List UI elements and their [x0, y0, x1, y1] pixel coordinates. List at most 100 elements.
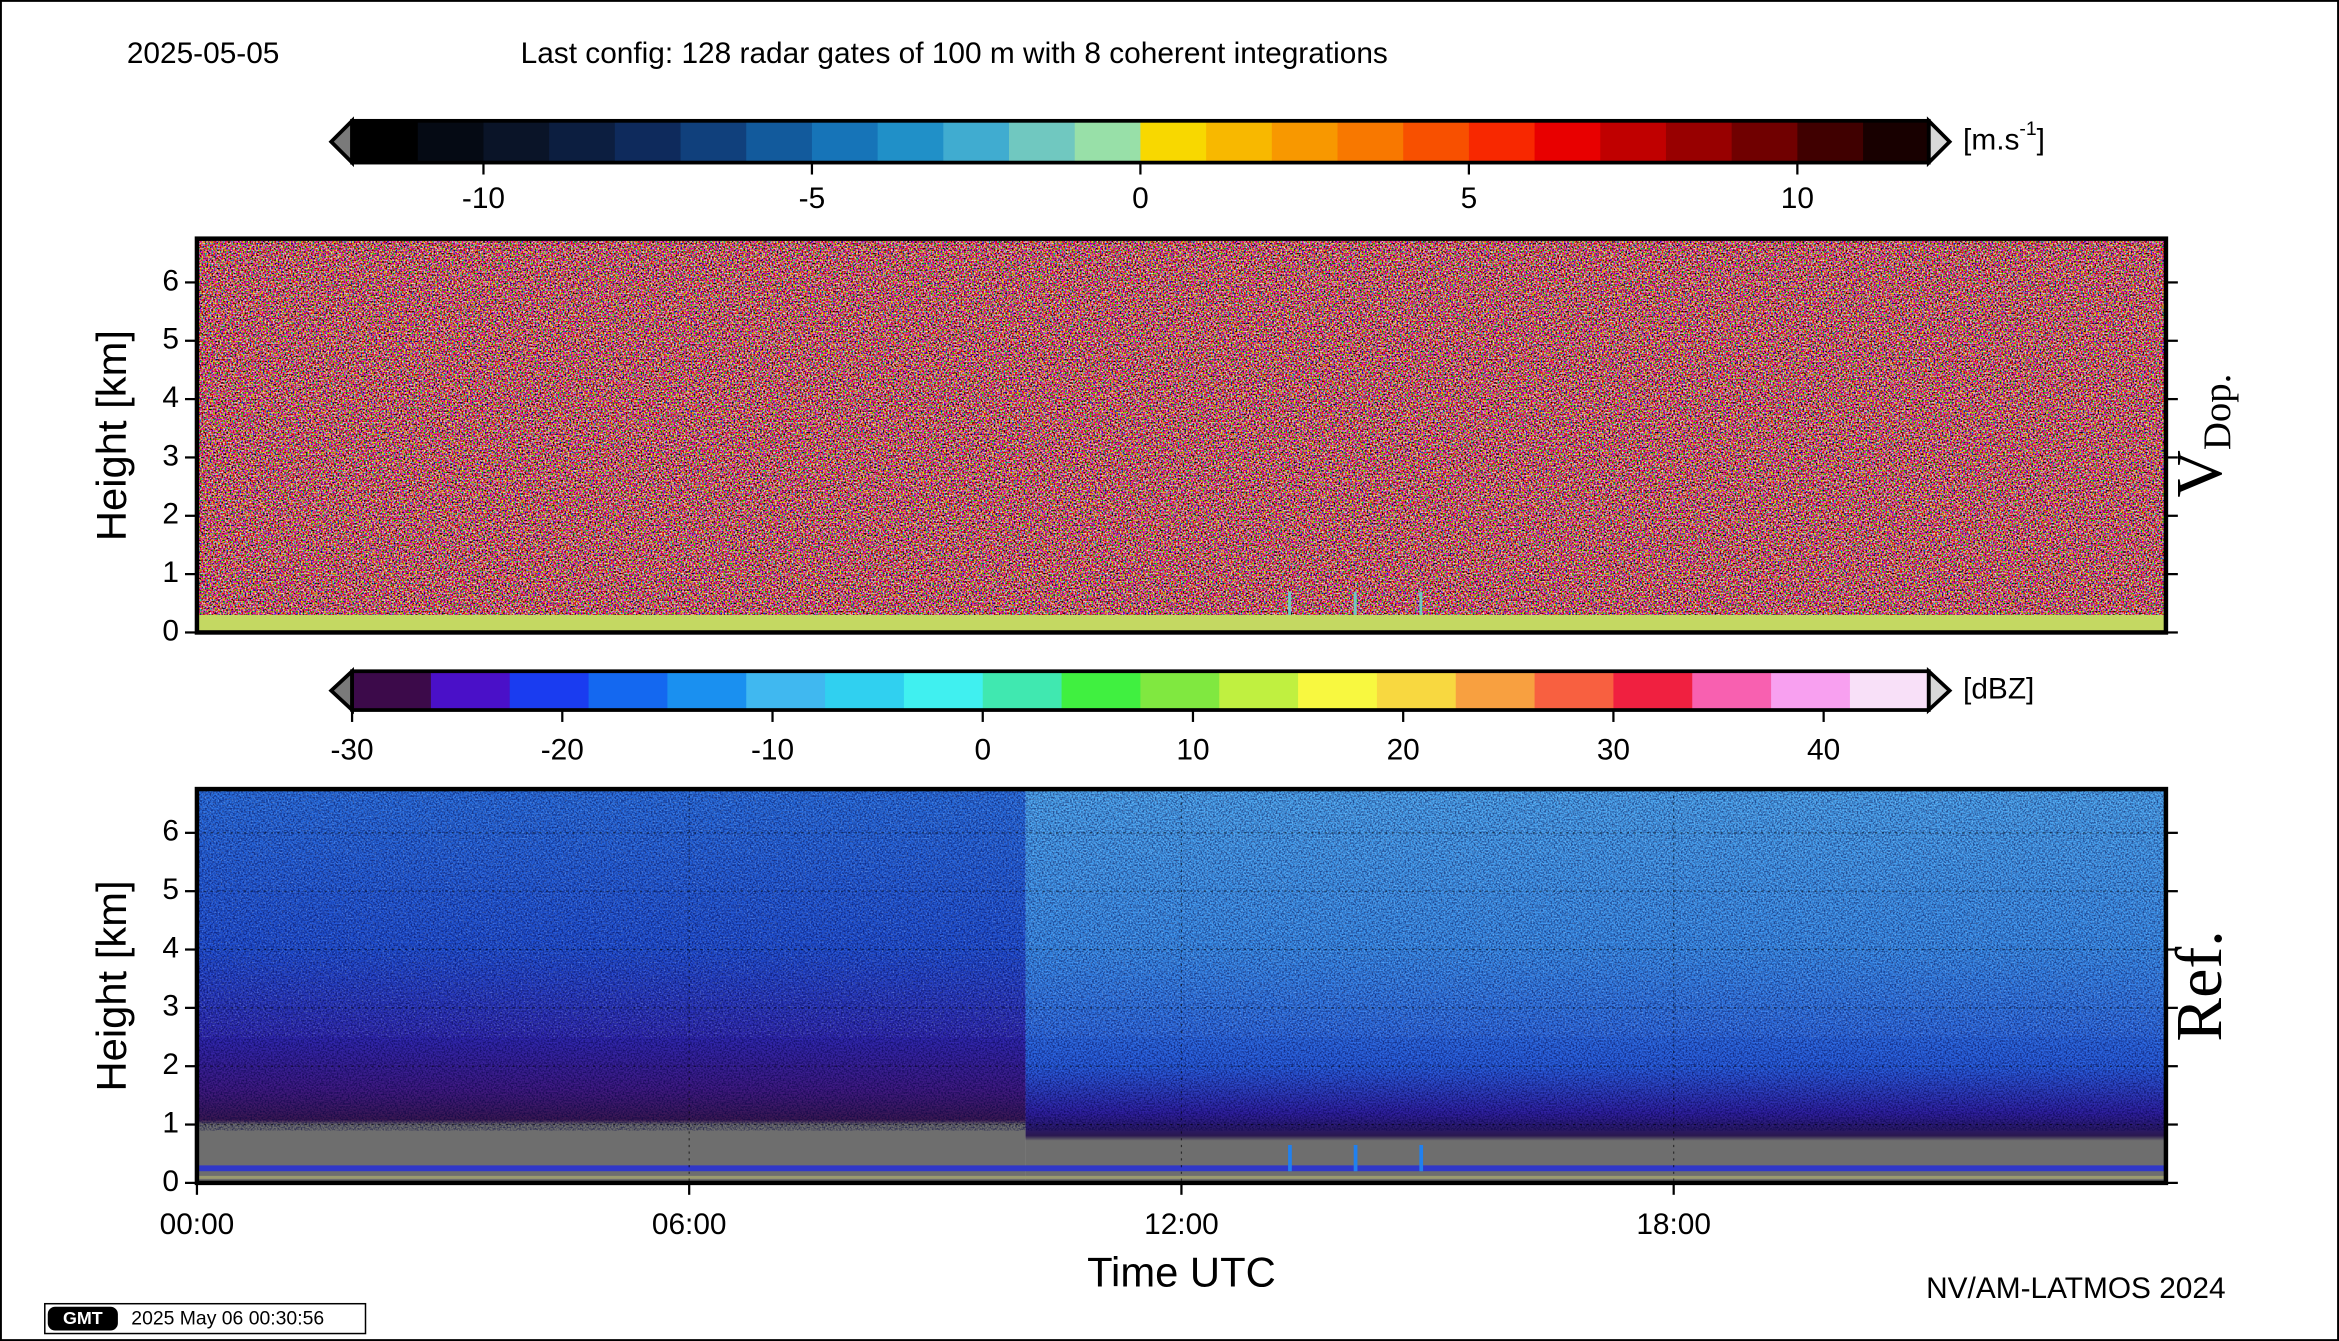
plot-frame: [194, 236, 2169, 635]
colorbar-cell: [614, 120, 682, 163]
colorbar-cell: [982, 671, 1063, 711]
colorbar-cell: [1731, 120, 1798, 163]
colorbar-cell: [1403, 120, 1470, 163]
colorbar-cell: [352, 120, 419, 163]
colorbar-cell: [1797, 120, 1864, 163]
colorbar-cell: [1613, 671, 1693, 711]
y-tick-label: 4: [162, 381, 179, 414]
colorbar-cell: [1771, 671, 1851, 711]
colorbar-cell: [483, 120, 550, 163]
colorbar-cell: [549, 120, 616, 163]
gmt-logo-box: [47, 1306, 118, 1331]
colorbar-cell: [1009, 120, 1076, 163]
colorbar-cell: [1337, 120, 1404, 163]
panel-label-main: Ref.: [2164, 930, 2236, 1041]
echo-streak: [1353, 591, 1357, 615]
colorbar-cell: [825, 671, 905, 711]
echo-streak: [1419, 591, 1423, 615]
colorbar-cell: [746, 671, 826, 711]
gmt-stamp: 2025 May 06 00:30:56: [131, 1307, 324, 1329]
colorbar-cell: [1534, 671, 1615, 711]
x-tick-label: 18:00: [1636, 1208, 1711, 1241]
colorbar-frame: [350, 669, 1931, 712]
y-tick-label: 5: [162, 873, 179, 906]
x-tick-label: 12:00: [1144, 1208, 1219, 1241]
colorbar-cell: [1140, 671, 1220, 711]
colorbar-cell: [1863, 120, 1930, 163]
colorbar-cell: [1271, 120, 1339, 163]
colorbar-cell: [1600, 120, 1667, 163]
y-tick-label: 1: [162, 556, 179, 589]
colorbar-cell: [1206, 120, 1273, 163]
colorbar-tick-label: 40: [1807, 734, 1840, 767]
colorbar-unit-text: [m.s: [1963, 124, 2019, 157]
credit: NV/AM-LATMOS 2024: [1926, 1272, 2225, 1305]
colorbar-cell: [943, 120, 1010, 163]
ground-echo-low: [196, 1175, 2166, 1179]
colorbar-tick-label: -10: [751, 734, 794, 767]
y-tick-label: 5: [162, 323, 179, 356]
colorbar-tick-label: -5: [799, 182, 826, 215]
colorbar-tick-label: 5: [1461, 182, 1478, 215]
colorbar-unit-text: [dBZ]: [1963, 673, 2034, 706]
colorbar-cell: [1219, 671, 1299, 711]
x-tick-label: 00:00: [160, 1208, 235, 1241]
colorbar-tick-label: 30: [1597, 734, 1630, 767]
y-tick-label: 2: [162, 498, 179, 531]
colorbar-unit: [m.s-1]: [1963, 118, 2045, 157]
y-tick-label: 6: [162, 815, 179, 848]
colorbar-unit-close: ]: [2037, 124, 2045, 157]
colorbar-cell: [1692, 671, 1772, 711]
echo-streak: [1288, 591, 1292, 615]
colorbar-tick-label: -30: [331, 734, 374, 767]
colorbar-cell: [417, 120, 485, 163]
colorbar-tick-label: 10: [1176, 734, 1209, 767]
colorbar-cell: [1074, 120, 1142, 163]
colorbar-unit-sup: -1: [2019, 118, 2036, 140]
colorbar-cell: [352, 671, 432, 711]
y-tick-label: 4: [162, 931, 179, 964]
y-tick-label: 0: [162, 614, 179, 647]
colorbar-cell: [903, 671, 984, 711]
config: Last config: 128 radar gates of 100 m wi…: [521, 37, 1388, 70]
panel-label: VDop.: [2164, 374, 2239, 498]
echo-streak: [1353, 1144, 1358, 1172]
colorbar-cell: [1376, 671, 1457, 711]
colorbar-tick-label: 10: [1781, 182, 1814, 215]
colorbar-tick-label: 0: [974, 734, 991, 767]
colorbar-cell: [1665, 120, 1733, 163]
colorbar-tick-label: -20: [541, 734, 584, 767]
panel-label-main: V: [2164, 450, 2236, 497]
panel-label-sub: Dop.: [2196, 374, 2239, 450]
colorbar-cell: [680, 120, 747, 163]
field-light-noise: [196, 789, 2166, 1038]
colorbar-cell: [1298, 671, 1378, 711]
colorbar-tick-label: 20: [1387, 734, 1420, 767]
y-tick-label: 2: [162, 1048, 179, 1081]
x-axis-title: Time UTC: [1087, 1248, 1276, 1295]
ground-echo: [196, 1165, 2166, 1172]
colorbar-cell: [1849, 671, 1930, 711]
x-tick-label: 06:00: [652, 1208, 727, 1241]
colorbar-cell: [1468, 120, 1536, 163]
colorbar-cell: [1061, 671, 1142, 711]
y-axis-title: Height [km]: [88, 330, 135, 541]
colorbar-cell: [588, 671, 669, 711]
date: 2025-05-05: [127, 37, 280, 70]
colorbar-cell: [1140, 120, 1207, 163]
panel-label: Ref.: [2164, 930, 2236, 1041]
y-tick-label: 1: [162, 1106, 179, 1139]
ground-strip: [196, 614, 2166, 633]
y-tick-label: 3: [162, 990, 179, 1023]
colorbar-tick-label: -10: [462, 182, 505, 215]
colorbar-cell: [1455, 671, 1536, 711]
colorbar-cell: [877, 120, 944, 163]
y-axis-title: Height [km]: [88, 880, 135, 1091]
colorbar-unit: [dBZ]: [1963, 673, 2034, 706]
colorbar-cell: [430, 671, 511, 711]
colorbar-cell: [667, 671, 747, 711]
colorbar-tick-label: 0: [1132, 182, 1149, 215]
colorbar-cell: [509, 671, 590, 711]
y-tick-label: 0: [162, 1165, 179, 1198]
